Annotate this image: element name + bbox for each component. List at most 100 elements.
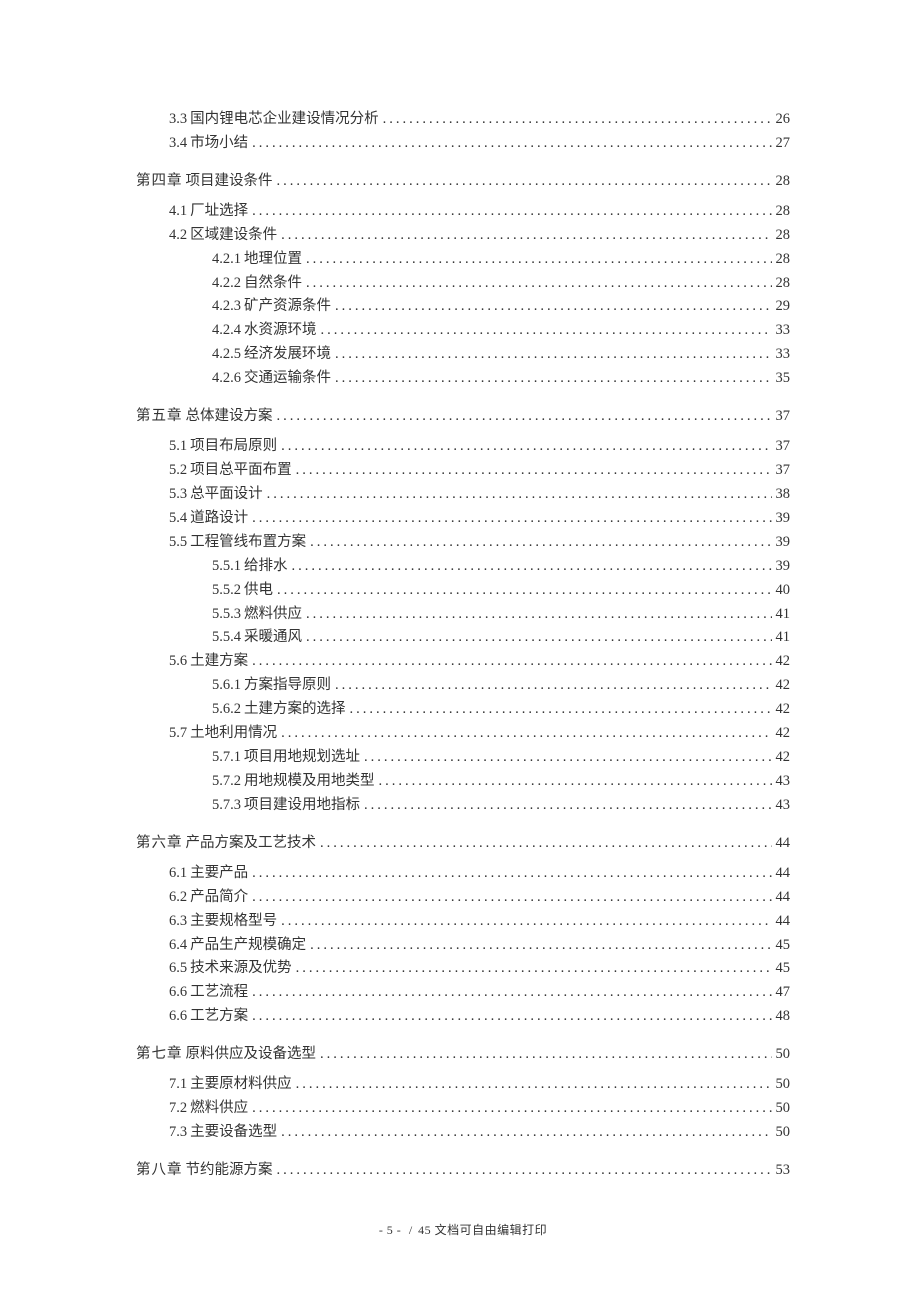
- toc-entry: 6.2产品简介 44: [136, 886, 790, 910]
- toc-entry-leader: [335, 367, 772, 391]
- toc-entry-page: 41: [776, 603, 791, 627]
- toc-entry-number: 第五章: [136, 405, 183, 429]
- toc-entry-page: 44: [776, 886, 791, 910]
- toc-entry-title: 工程管线布置方案: [190, 531, 306, 555]
- toc-entry-leader: [277, 579, 772, 603]
- toc-entry-title: 采暖通风: [244, 626, 302, 650]
- toc-entry-number: 5.6.1: [212, 674, 241, 698]
- toc-entry-page: 44: [776, 862, 791, 886]
- toc-entry-title: 项目建设条件: [186, 170, 273, 194]
- toc-entry: 5.5.4采暖通风 41: [136, 626, 790, 650]
- toc-entry-title: 产品简介: [190, 886, 248, 910]
- toc-entry-number: 第七章: [136, 1043, 183, 1067]
- toc-entry-title: 矿产资源条件: [244, 295, 331, 319]
- toc-entry-title: 土建方案的选择: [244, 698, 346, 722]
- toc-entry-title: 主要设备选型: [190, 1121, 277, 1145]
- toc-entry-title: 交通运输条件: [244, 367, 331, 391]
- toc-entry-page: 42: [776, 722, 791, 746]
- toc-entry: 5.4道路设计39: [136, 507, 790, 531]
- toc-entry-number: 第八章: [136, 1159, 183, 1183]
- toc-entry-title: 土建方案: [190, 650, 248, 674]
- toc-entry-title: 厂址选择: [190, 200, 248, 224]
- toc-entry-leader: [252, 886, 771, 910]
- toc-entry-number: 4.2.5: [212, 343, 241, 367]
- toc-entry-page: 28: [776, 200, 791, 224]
- toc-entry-page: 42: [776, 746, 791, 770]
- toc-entry-leader: [252, 862, 771, 886]
- toc-entry-page: 28: [776, 224, 791, 248]
- toc-entry-number: 5.6.2: [212, 698, 241, 722]
- toc-entry-title: 技术来源及优势: [190, 957, 292, 981]
- toc-entry-leader: [306, 248, 772, 272]
- toc-entry: 5.7.2用地规模及用地类型43: [136, 770, 790, 794]
- toc-entry-number: 6.4: [169, 934, 187, 958]
- toc-entry-leader: [379, 770, 772, 794]
- toc-entry: 第八章节约能源方案53: [136, 1159, 790, 1183]
- toc-entry-title: 地理位置: [244, 248, 302, 272]
- toc-entry-page: 39: [776, 531, 791, 555]
- toc-entry-number: 第四章: [136, 170, 183, 194]
- toc-entry: 3.4市场小结27: [136, 132, 790, 156]
- toc-entry-page: 33: [776, 319, 791, 343]
- toc-entry-leader: [252, 1005, 771, 1029]
- toc-entry-leader: [252, 132, 771, 156]
- toc-entry-number: 7.2: [169, 1097, 187, 1121]
- toc-entry: 4.2.4水资源环境33: [136, 319, 790, 343]
- toc-entry-title: 方案指导原则: [244, 674, 331, 698]
- toc-entry-title: 经济发展环境: [244, 343, 331, 367]
- toc-entry-page: 47: [776, 981, 791, 1005]
- toc-list: 3.3国内锂电芯企业建设情况分析263.4市场小结27第四章项目建设条件284.…: [136, 108, 790, 1183]
- toc-entry-leader: [252, 507, 771, 531]
- toc-entry-page: 41: [776, 626, 791, 650]
- toc-entry-leader: [281, 224, 771, 248]
- toc-entry: 4.2.6交通运输条件35: [136, 367, 790, 391]
- toc-entry-number: 5.5.4: [212, 626, 241, 650]
- toc-entry: 4.2区域建设条件28: [136, 224, 790, 248]
- toc-entry-number: 7.1: [169, 1073, 187, 1097]
- toc-entry-number: 6.2: [169, 886, 187, 910]
- toc-entry: 5.3总平面设计38: [136, 483, 790, 507]
- toc-entry: 第七章原料供应及设备选型50: [136, 1043, 790, 1067]
- toc-entry-number: 5.7.3: [212, 794, 241, 818]
- toc-entry-leader: [306, 626, 772, 650]
- toc-entry: 7.1主要原材料供应 50: [136, 1073, 790, 1097]
- toc-entry: 4.2.1地理位置28: [136, 248, 790, 272]
- toc-entry: 6.6工艺流程47: [136, 981, 790, 1005]
- toc-entry-title: 土地利用情况: [190, 722, 277, 746]
- toc-entry-number: 3.3: [169, 108, 187, 132]
- toc-entry-page: 29: [776, 295, 791, 319]
- toc-entry-number: 5.7.2: [212, 770, 241, 794]
- toc-entry-number: 6.6: [169, 981, 187, 1005]
- toc-entry-number: 第六章: [136, 832, 183, 856]
- toc-entry-leader: [320, 832, 772, 856]
- toc-entry: 第六章产品方案及工艺技术44: [136, 832, 790, 856]
- toc-entry-number: 5.7: [169, 722, 187, 746]
- toc-entry: 第四章项目建设条件28: [136, 170, 790, 194]
- footer-page-number: - 5 -: [379, 1223, 402, 1237]
- toc-entry: 5.5.2供电40: [136, 579, 790, 603]
- toc-entry: 6.4产品生产规模确定45: [136, 934, 790, 958]
- toc-entry-page: 33: [776, 343, 791, 367]
- toc-entry-page: 27: [776, 132, 791, 156]
- toc-entry: 5.7土地利用情况 42: [136, 722, 790, 746]
- toc-entry: 7.2燃料供应50: [136, 1097, 790, 1121]
- toc-entry-title: 主要原材料供应: [190, 1073, 292, 1097]
- toc-entry-title: 区域建设条件: [190, 224, 277, 248]
- toc-entry: 5.2项目总平面布置37: [136, 459, 790, 483]
- toc-entry-leader: [364, 746, 772, 770]
- toc-page: 3.3国内锂电芯企业建设情况分析263.4市场小结27第四章项目建设条件284.…: [0, 0, 920, 1278]
- toc-entry-page: 50: [776, 1073, 791, 1097]
- toc-entry: 第五章总体建设方案37: [136, 405, 790, 429]
- toc-entry-page: 50: [776, 1097, 791, 1121]
- toc-entry: 4.2.3矿产资源条件29: [136, 295, 790, 319]
- toc-entry-page: 53: [776, 1159, 791, 1183]
- toc-entry-number: 5.3: [169, 483, 187, 507]
- toc-entry-page: 39: [776, 507, 791, 531]
- toc-entry-page: 40: [776, 579, 791, 603]
- toc-entry-number: 4.2.2: [212, 272, 241, 296]
- toc-entry: 5.6.2土建方案的选择42: [136, 698, 790, 722]
- toc-entry: 6.6工艺方案48: [136, 1005, 790, 1029]
- toc-entry-leader: [252, 200, 771, 224]
- toc-entry-leader: [306, 272, 772, 296]
- toc-entry: 5.5.3燃料供应41: [136, 603, 790, 627]
